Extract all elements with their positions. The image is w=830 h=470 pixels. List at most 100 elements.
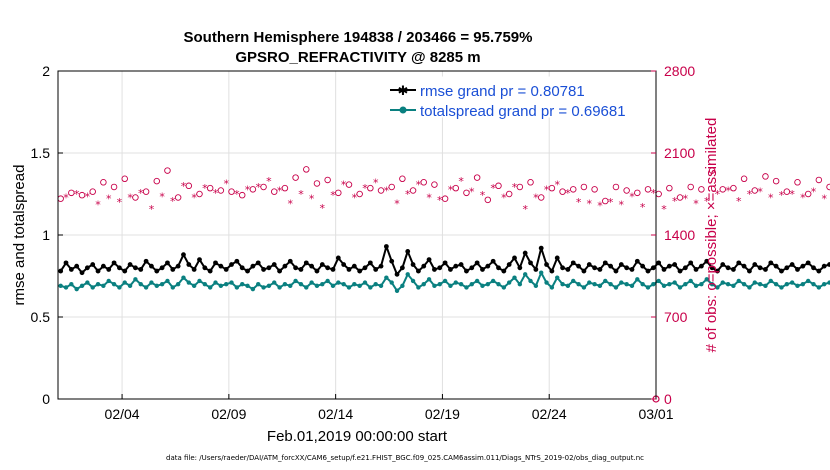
totalspread-point	[677, 285, 683, 290]
rmse-point	[672, 262, 678, 267]
rmse-point	[453, 263, 459, 269]
possible-obs-point	[121, 175, 128, 183]
totalspread-point	[149, 280, 154, 285]
totalspread-point	[539, 270, 544, 275]
assimilated-obs-series: * * * * * * * * * * * * * * * * * * * * * * * * * * * * * * * * * * * * * * * *…	[63, 175, 827, 216]
rmse-point	[554, 255, 560, 261]
possible-obs-point	[495, 182, 502, 190]
totalspread-point	[362, 280, 368, 285]
totalspread-point	[293, 278, 298, 284]
rmse-point	[79, 270, 85, 276]
rmse-point	[480, 267, 485, 272]
rmse-point	[122, 268, 128, 274]
totalspread-point	[90, 285, 95, 290]
assimilated-obs-point: *	[501, 192, 507, 205]
possible-obs-point	[548, 184, 556, 192]
totalspread-point	[613, 285, 619, 290]
totalspread-point	[378, 283, 384, 289]
possible-obs-point	[260, 183, 267, 191]
rmse-point	[597, 267, 603, 272]
rmse-point	[149, 263, 154, 269]
rmse-point	[715, 268, 720, 274]
possible-obs-point	[804, 190, 812, 198]
rmse-point	[704, 258, 710, 264]
assimilated-obs-point: *	[768, 192, 774, 205]
assimilated-obs-point: *	[576, 196, 582, 209]
rmse-point	[757, 265, 763, 271]
assimilated-obs-point: *	[448, 183, 454, 196]
rmse-point	[111, 260, 117, 266]
assimilated-obs-point: *	[405, 188, 411, 201]
possible-obs-point	[655, 190, 662, 198]
rmse-point	[405, 249, 411, 254]
assimilated-obs-point: *	[811, 186, 817, 199]
possible-obs-point	[132, 194, 139, 201]
rmse-point	[58, 268, 64, 274]
assimilated-obs-point: *	[234, 188, 240, 201]
y-tick-label: 0.5	[31, 309, 51, 325]
totalspread-point	[587, 280, 592, 285]
assimilated-obs-point: *	[426, 192, 432, 205]
y-tick-label: 1.5	[31, 145, 51, 161]
rmse-point	[661, 267, 667, 272]
totalspread-point	[512, 275, 517, 280]
rmse-point	[90, 262, 96, 267]
totalspread-point	[576, 282, 581, 287]
rmse-point	[325, 265, 331, 271]
totalspread-point	[741, 282, 747, 287]
possible-obs-point	[527, 179, 534, 186]
assimilated-obs-point: *	[715, 188, 721, 201]
possible-obs-point	[505, 190, 513, 198]
rmse-point	[410, 262, 416, 267]
totalspread-point	[715, 285, 720, 290]
totalspread-point	[202, 282, 208, 287]
assimilated-obs-point: *	[223, 177, 229, 190]
y-axis-right: 0 700 1400 2100 2800	[651, 63, 695, 407]
possible-obs-point	[249, 186, 257, 193]
totalspread-point	[688, 278, 693, 284]
rmse-point	[736, 260, 742, 266]
totalspread-point	[165, 278, 170, 284]
assimilated-obs-point: *	[255, 181, 261, 194]
possible-obs-point	[420, 179, 427, 186]
rmse-point	[522, 250, 528, 256]
possible-obs-point	[602, 197, 609, 205]
possible-obs-point	[324, 176, 331, 184]
totalspread-point	[811, 282, 816, 287]
rmse-point	[127, 262, 133, 267]
rmse-point	[314, 268, 320, 274]
totalspread-point	[442, 278, 448, 284]
totalspread-point	[469, 282, 474, 287]
possible-obs-point	[206, 184, 214, 192]
rmse-point	[223, 267, 229, 272]
totalspread-point	[74, 286, 79, 292]
rmse-point	[624, 265, 630, 271]
possible-obs-point	[367, 184, 374, 192]
totalspread-point	[159, 282, 165, 287]
totalspread-point	[186, 280, 192, 285]
totalspread-point	[608, 282, 613, 287]
rmse-point	[768, 260, 774, 266]
possible-obs-point	[751, 187, 759, 194]
assimilated-obs-point: *	[544, 183, 550, 196]
rmse-point	[426, 257, 432, 262]
legend-spread-label: totalspread grand pr = 0.69681	[420, 103, 626, 120]
assimilated-obs-point: *	[191, 192, 197, 205]
assimilated-obs-point: *	[725, 184, 731, 197]
possible-obs-point	[676, 194, 684, 201]
rmse-point	[421, 263, 427, 269]
totalspread-point	[352, 282, 357, 287]
assimilated-obs-point: *	[554, 179, 560, 192]
totalspread-point	[314, 283, 320, 289]
totalspread-point	[101, 283, 106, 289]
totalspread-point	[416, 285, 421, 290]
rmse-point	[528, 260, 533, 266]
totalspread-point	[191, 283, 197, 289]
assimilated-obs-point: *	[95, 199, 101, 212]
rmse-point	[106, 267, 112, 272]
assimilated-obs-point: *	[683, 193, 689, 206]
possible-obs-point	[100, 179, 107, 186]
assimilated-obs-point: *	[362, 182, 368, 195]
assimilated-obs-point: *	[565, 187, 571, 200]
totalspread-point	[635, 277, 640, 282]
